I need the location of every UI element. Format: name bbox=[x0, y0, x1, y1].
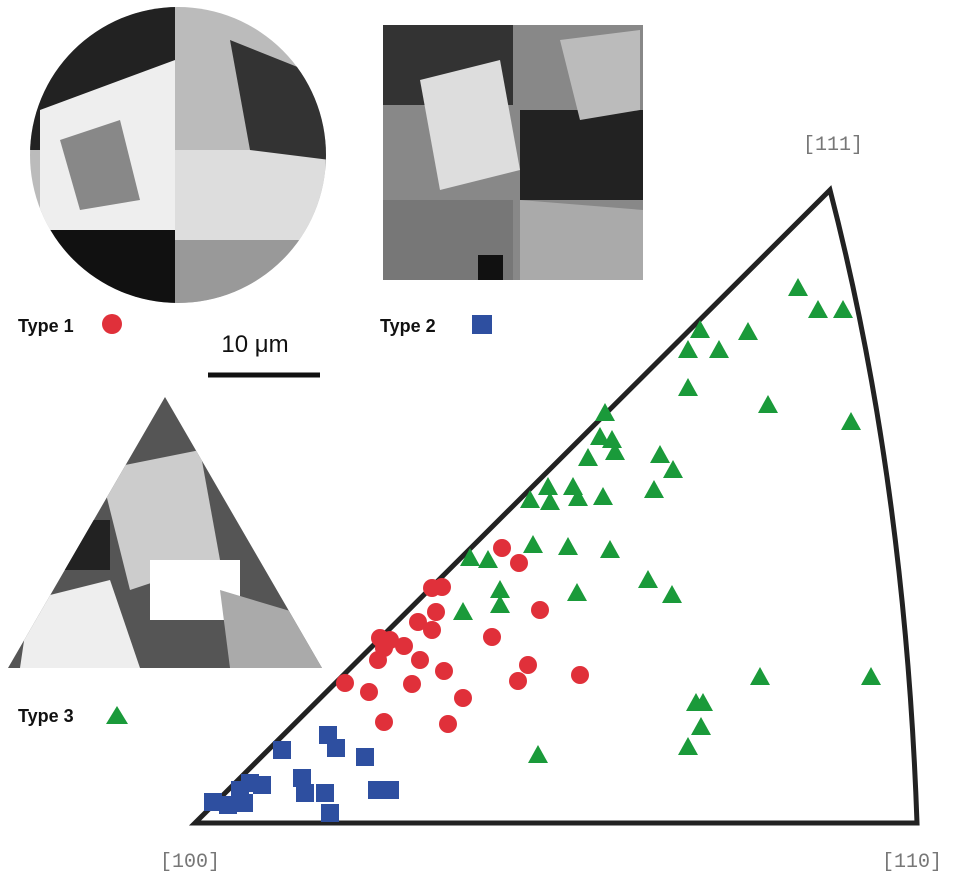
type-1-point bbox=[411, 651, 429, 669]
type-1-point bbox=[439, 715, 457, 733]
type-1-point bbox=[423, 621, 441, 639]
type-3-point bbox=[833, 300, 853, 318]
type-3-point bbox=[678, 378, 698, 396]
orientation-points bbox=[204, 278, 881, 822]
type-3-point bbox=[662, 585, 682, 603]
type-3-point bbox=[738, 322, 758, 340]
type-1-point bbox=[509, 672, 527, 690]
micrograph-type-1 bbox=[30, 5, 330, 310]
legend-marker bbox=[106, 706, 128, 724]
type-3-point bbox=[678, 737, 698, 755]
type-3-point bbox=[453, 602, 473, 620]
type-3-point bbox=[558, 537, 578, 555]
type-1-point bbox=[433, 578, 451, 596]
type-3-point bbox=[593, 487, 613, 505]
type-3-point bbox=[808, 300, 828, 318]
legend-marker bbox=[102, 314, 122, 334]
type-1-point bbox=[395, 637, 413, 655]
corner-label: [110] bbox=[882, 851, 942, 874]
type-1-point bbox=[454, 689, 472, 707]
legend-marker bbox=[472, 315, 492, 334]
type-2-point bbox=[316, 784, 334, 802]
type-1-point bbox=[531, 601, 549, 619]
type-2-point bbox=[381, 781, 399, 799]
type-3-point bbox=[691, 717, 711, 735]
type-3-point bbox=[638, 570, 658, 588]
type-3-point bbox=[644, 480, 664, 498]
type-2-point bbox=[296, 784, 314, 802]
type-1-point bbox=[403, 675, 421, 693]
type-3-point bbox=[600, 540, 620, 558]
type-3-point bbox=[788, 278, 808, 296]
type-2-point bbox=[219, 796, 237, 814]
type-3-point bbox=[523, 535, 543, 553]
micrograph-type-2 bbox=[383, 25, 643, 280]
type-1-point bbox=[435, 662, 453, 680]
type-3-point bbox=[578, 448, 598, 466]
type-1-point bbox=[360, 683, 378, 701]
figure: 10 μm [111] [100] [110] Type 1 Type 2 Ty… bbox=[0, 0, 957, 881]
type-3-point bbox=[841, 412, 861, 430]
type-1-point bbox=[375, 713, 393, 731]
type-2-point bbox=[327, 739, 345, 757]
type-2-point bbox=[253, 776, 271, 794]
micrograph-type-3 bbox=[8, 397, 322, 668]
type-3-point bbox=[678, 340, 698, 358]
type-1-point bbox=[493, 539, 511, 557]
type-2-point bbox=[235, 794, 253, 812]
type-1-point bbox=[427, 603, 445, 621]
type-1-point bbox=[336, 674, 354, 692]
type-1-point bbox=[571, 666, 589, 684]
type-1-point bbox=[519, 656, 537, 674]
type-3-point bbox=[758, 395, 778, 413]
type-3-point bbox=[650, 445, 670, 463]
legend-label: Type 1 bbox=[18, 316, 74, 336]
type-1-point bbox=[483, 628, 501, 646]
corner-label: [111] bbox=[803, 134, 863, 157]
type-2-point bbox=[321, 804, 339, 822]
type-2-point bbox=[273, 741, 291, 759]
type-3-point bbox=[709, 340, 729, 358]
type-3-point bbox=[567, 583, 587, 601]
type-3-point bbox=[750, 667, 770, 685]
type-1-point bbox=[369, 651, 387, 669]
type-3-point bbox=[528, 745, 548, 763]
type-2-point bbox=[356, 748, 374, 766]
type-3-point bbox=[861, 667, 881, 685]
corner-label: [100] bbox=[160, 851, 220, 874]
legend-label: Type 3 bbox=[18, 706, 74, 726]
scale-bar-label: 10 μm bbox=[221, 331, 288, 358]
legend-label: Type 2 bbox=[380, 316, 436, 336]
type-1-point bbox=[510, 554, 528, 572]
